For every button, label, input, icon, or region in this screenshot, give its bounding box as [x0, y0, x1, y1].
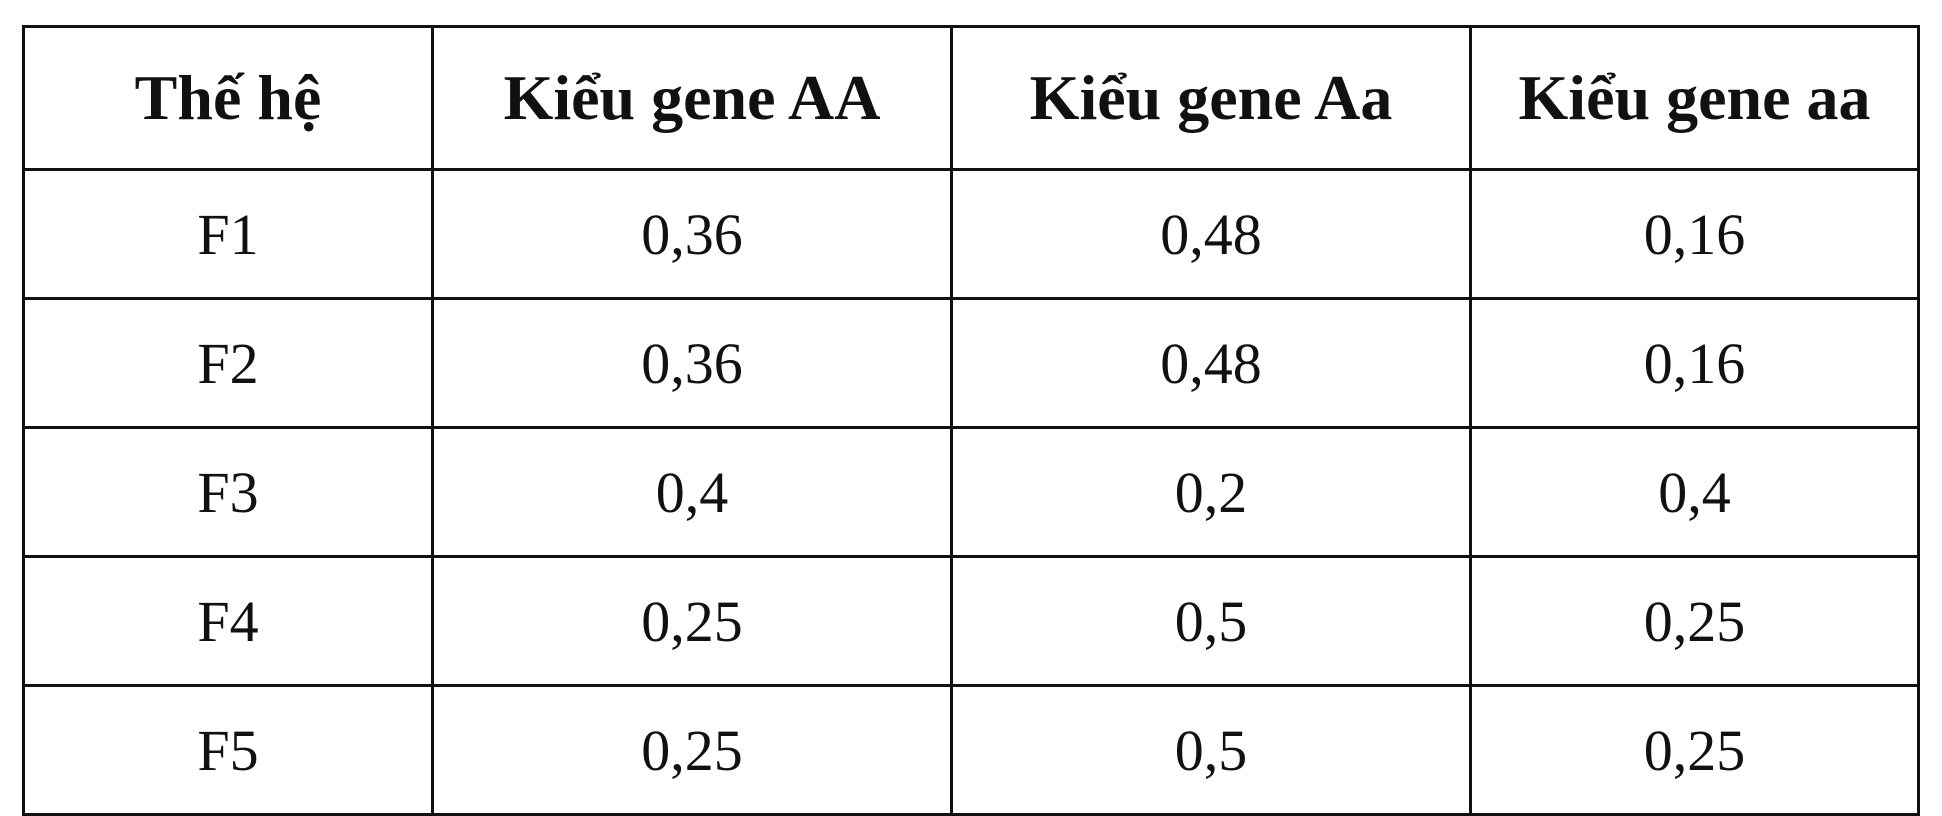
frequency-cell: 0,16 [1469, 168, 1920, 300]
frequency-cell: 0,25 [431, 684, 953, 816]
table-row: F3 0,4 0,2 0,4 [22, 426, 1920, 558]
header-cell: Kiểu gene AA [431, 25, 953, 171]
header-cell: Kiểu gene aa [1469, 25, 1920, 171]
frequency-cell: 0,25 [431, 555, 953, 687]
table-row: F1 0,36 0,48 0,16 [22, 168, 1920, 300]
frequency-cell: 0,4 [431, 426, 953, 558]
frequency-cell: 0,36 [431, 168, 953, 300]
table-body: F1 0,36 0,48 0,16 F2 0,36 0,48 0,16 F3 0,4 0,2 0,4 F… [22, 168, 1920, 816]
generation-cell: F3 [22, 426, 434, 558]
frequency-cell: 0,48 [950, 297, 1472, 429]
header-cell: Kiểu gene Aa [950, 25, 1472, 171]
frequency-cell: 0,16 [1469, 297, 1920, 429]
frequency-cell: 0,2 [950, 426, 1472, 558]
generation-cell: F4 [22, 555, 434, 687]
frequency-cell: 0,5 [950, 684, 1472, 816]
header-row: Thế hệ Kiểu gene AA Kiểu gene Aa Kiểu gene … [22, 25, 1920, 171]
frequency-cell: 0,5 [950, 555, 1472, 687]
frequency-cell: 0,48 [950, 168, 1472, 300]
genotype-table: Thế hệ Kiểu gene AA Kiểu gene Aa Kiểu gene … [22, 25, 1920, 816]
table-header: Thế hệ Kiểu gene AA Kiểu gene Aa Kiểu gene … [22, 25, 1920, 171]
generation-cell: F1 [22, 168, 434, 300]
header-cell: Thế hệ [22, 25, 434, 171]
generation-cell: F5 [22, 684, 434, 816]
frequency-cell: 0,25 [1469, 555, 1920, 687]
table-row: F5 0,25 0,5 0,25 [22, 684, 1920, 816]
table-row: F4 0,25 0,5 0,25 [22, 555, 1920, 687]
frequency-cell: 0,4 [1469, 426, 1920, 558]
generation-cell: F2 [22, 297, 434, 429]
frequency-cell: 0,25 [1469, 684, 1920, 816]
table-row: F2 0,36 0,48 0,16 [22, 297, 1920, 429]
frequency-cell: 0,36 [431, 297, 953, 429]
